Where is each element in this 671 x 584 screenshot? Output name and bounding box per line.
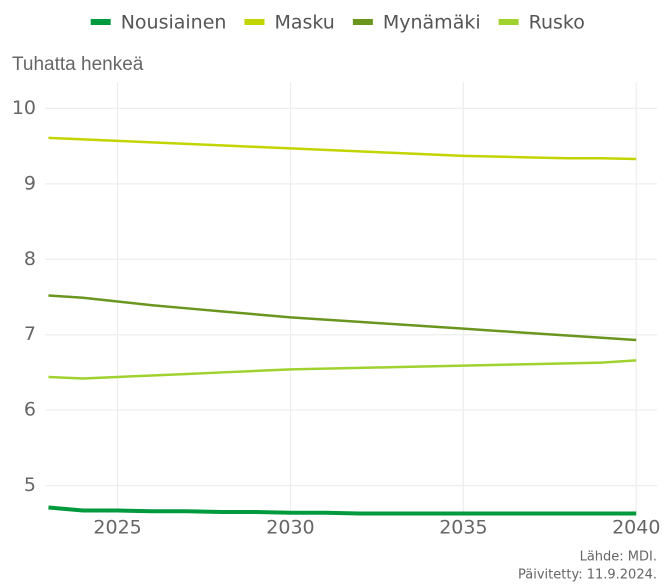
legend-swatch [90,19,111,25]
y-tick-label: 6 [24,399,36,421]
legend-swatch [244,19,265,25]
line [48,359,637,380]
legend-label: Masku [274,12,334,34]
y-tick-label: 10 [12,97,36,119]
y-axis-label: Tuhatta henkeä [12,54,144,75]
x-tick-label: 2030 [266,517,314,539]
source: Lähde: MDI. [580,550,657,565]
x-tick-label: 2025 [93,517,141,539]
legend-swatch [498,19,519,25]
x-tick-label: 2040 [612,517,660,539]
legend-label: Mynämäki [383,12,481,34]
x-tick-label: 2035 [439,517,487,539]
line [48,136,637,161]
legend-label: Nousiainen [121,12,227,34]
y-tick-label: 9 [24,172,36,194]
y-tick-label: 5 [24,474,36,496]
y-tick-label: 8 [24,248,36,270]
line [48,294,637,342]
line [48,505,637,516]
y-tick-label: 7 [24,323,36,345]
updated: Päivitetty: 11.9.2024. [518,568,657,583]
legend-swatch [352,19,373,25]
legend-label: Rusko [529,12,585,34]
